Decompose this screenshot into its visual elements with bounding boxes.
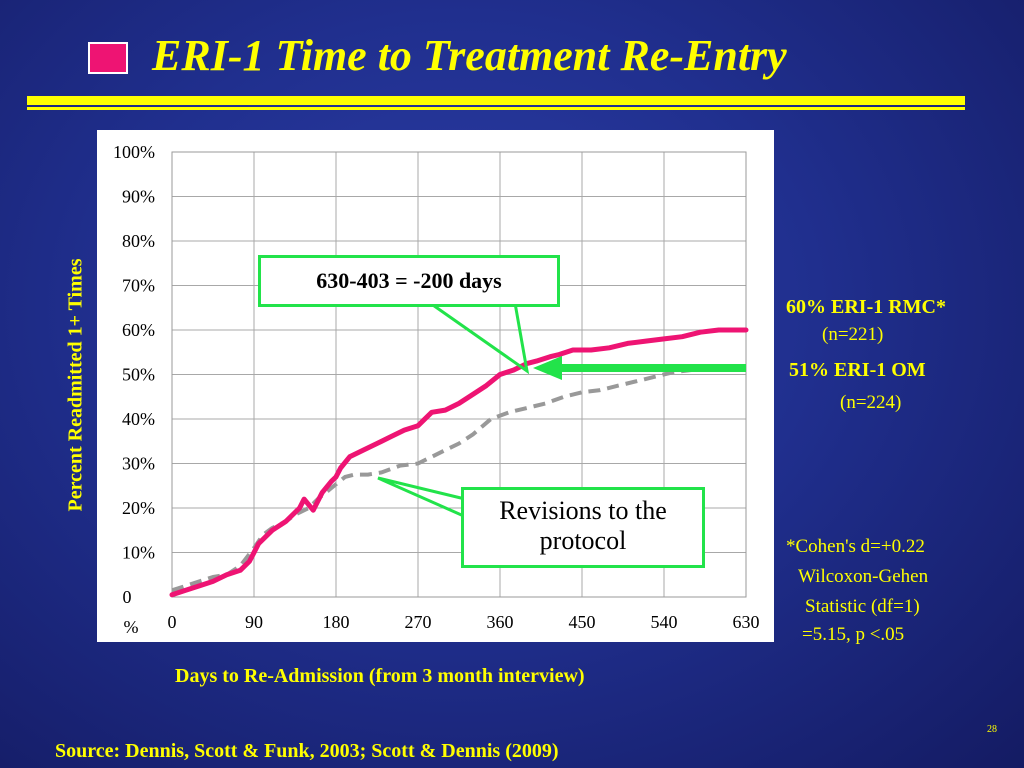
stats-line-1: *Cohen's d=+0.22 [786, 536, 925, 557]
y-tick-label: 50% [122, 365, 155, 385]
title-rule-thick [27, 96, 965, 105]
stats-line-3: Statistic (df=1) [805, 596, 920, 617]
y-axis-label: Percent Readmitted 1+ Times [64, 258, 87, 512]
legend-om-label: 51% ERI-1 OM [789, 359, 926, 381]
callout-pointer-days [429, 301, 530, 375]
y-tick-label: 100% [113, 142, 155, 162]
x-tick-label: 180 [323, 612, 350, 632]
y-tick-label: 40% [122, 409, 155, 429]
tick-labels: 0 % 10% 20% 30% 40% 50% 60% 70% 80% 90% 100% 0 90 180 2… [113, 142, 760, 637]
series-layer [169, 327, 749, 598]
slide-title: ERI-1 Time to Treatment Re-Entry [152, 31, 787, 80]
callout-days-difference: 630-403 = -200 days [258, 255, 560, 307]
y-tick-label: 30% [122, 454, 155, 474]
callout-pointer-revisions [377, 476, 467, 519]
x-tick-label: 450 [569, 612, 596, 632]
y-tick-label: 70% [122, 276, 155, 296]
x-axis-label: Days to Re-Admission (from 3 month inter… [175, 665, 585, 687]
x-tick-label: 270 [405, 612, 432, 632]
x-tick-label: 360 [487, 612, 514, 632]
y-tick-label: 90% [122, 187, 155, 207]
y-tick-label: 60% [122, 320, 155, 340]
plot-frame [171, 151, 747, 598]
legend-om-n: (n=224) [840, 392, 902, 413]
y-tick-label: 80% [122, 231, 155, 251]
callout-pointers [377, 301, 746, 519]
green-arrow-head [533, 356, 562, 380]
x-tick-label: 630 [733, 612, 760, 632]
y-tick-label: 10% [122, 543, 155, 563]
source-citation: Source: Dennis, Scott & Funk, 2003; Scot… [55, 740, 559, 762]
slide-number: 28 [987, 724, 997, 735]
legend-rmc-label: 60% ERI-1 RMC* [786, 296, 946, 318]
x-tick-label: 540 [651, 612, 678, 632]
stats-line-2: Wilcoxon-Gehen [798, 566, 929, 587]
y-tick-label: 20% [122, 498, 155, 518]
x-tick-label: 90 [245, 612, 263, 632]
title-bullet-square [88, 42, 128, 74]
legend-rmc-n: (n=221) [822, 324, 884, 345]
stats-line-4: =5.15, p <.05 [802, 624, 905, 645]
y-tick-label: 0% [123, 587, 139, 637]
title-rule-thin [27, 107, 965, 110]
series-line-eri-1-rmc [169, 327, 749, 598]
x-tick-label: 0 [168, 612, 177, 632]
callout-protocol-revisions: Revisions to the protocol [461, 487, 705, 568]
